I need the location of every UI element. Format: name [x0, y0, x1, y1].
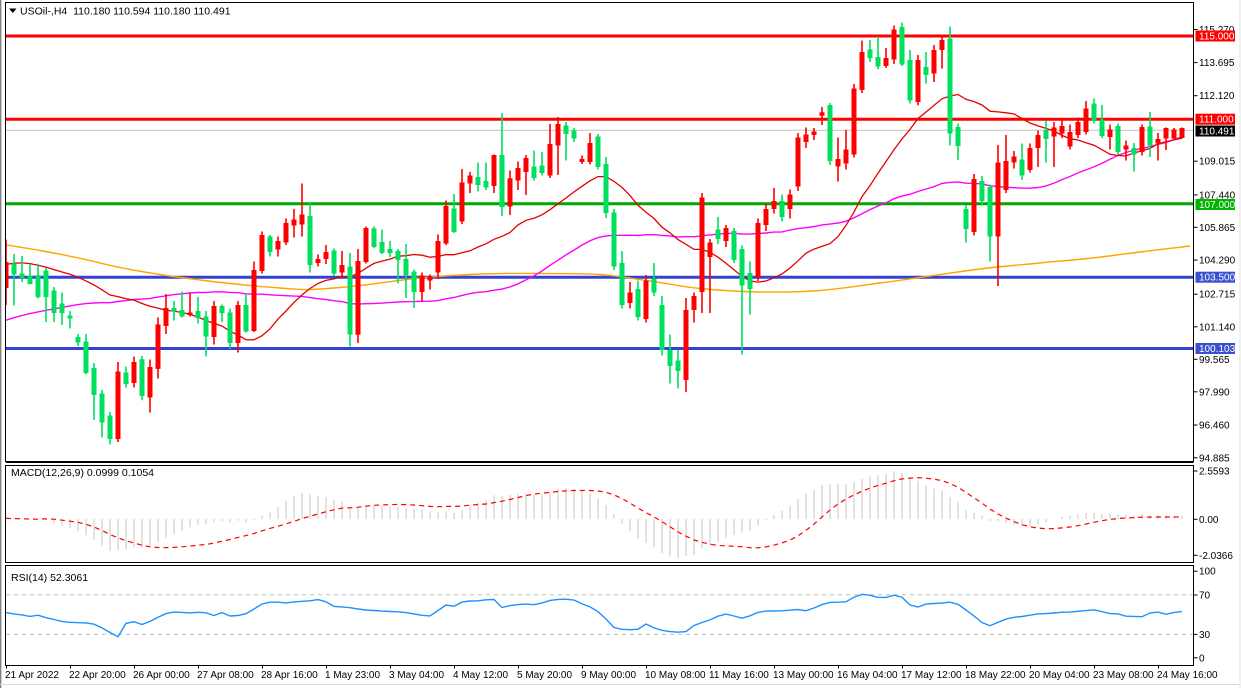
svg-text:110.491: 110.491: [1199, 127, 1235, 138]
svg-text:USOil-,H4 110.180 110.594 110: USOil-,H4 110.180 110.594 110.180 110.49…: [20, 6, 231, 18]
svg-text:107.000: 107.000: [1199, 200, 1236, 211]
svg-text:-2.0366: -2.0366: [1199, 551, 1233, 562]
svg-text:MACD(12,26,9) 0.0999 0.1054: MACD(12,26,9) 0.0999 0.1054: [11, 467, 154, 479]
svg-text:13 May 00:00: 13 May 00:00: [773, 670, 834, 681]
svg-text:109.015: 109.015: [1199, 157, 1236, 168]
svg-text:107.440: 107.440: [1199, 190, 1236, 201]
svg-text:10 May 08:00: 10 May 08:00: [645, 670, 706, 681]
svg-text:1 May 23:00: 1 May 23:00: [325, 670, 380, 681]
svg-text:94.885: 94.885: [1199, 453, 1230, 464]
svg-text:24 May 16:00: 24 May 16:00: [1157, 670, 1218, 681]
svg-text:0: 0: [1199, 653, 1205, 664]
svg-text:102.715: 102.715: [1199, 290, 1236, 301]
svg-text:96.460: 96.460: [1199, 421, 1230, 432]
svg-text:100: 100: [1199, 567, 1216, 578]
svg-text:23 May 08:00: 23 May 08:00: [1093, 670, 1154, 681]
svg-text:28 Apr 16:00: 28 Apr 16:00: [261, 670, 318, 681]
svg-text:30: 30: [1199, 630, 1211, 641]
svg-text:115.000: 115.000: [1199, 32, 1235, 43]
svg-text:27 Apr 08:00: 27 Apr 08:00: [197, 670, 254, 681]
svg-text:16 May 04:00: 16 May 04:00: [837, 670, 898, 681]
svg-text:104.290: 104.290: [1199, 256, 1236, 267]
svg-text:9 May 00:00: 9 May 00:00: [581, 670, 636, 681]
svg-text:18 May 22:00: 18 May 22:00: [965, 670, 1026, 681]
svg-text:21 Apr 2022: 21 Apr 2022: [5, 670, 59, 681]
svg-text:4 May 12:00: 4 May 12:00: [453, 670, 508, 681]
svg-text:17 May 12:00: 17 May 12:00: [901, 670, 962, 681]
svg-text:99.565: 99.565: [1199, 355, 1230, 366]
svg-text:112.120: 112.120: [1199, 91, 1235, 102]
svg-text:11 May 16:00: 11 May 16:00: [709, 670, 769, 681]
svg-text:111.000: 111.000: [1199, 115, 1234, 126]
svg-text:101.140: 101.140: [1199, 322, 1236, 333]
svg-text:70: 70: [1199, 591, 1211, 602]
svg-text:22 Apr 20:00: 22 Apr 20:00: [69, 670, 126, 681]
svg-text:RSI(14) 52.3061: RSI(14) 52.3061: [11, 572, 88, 584]
svg-text:2.5593: 2.5593: [1199, 467, 1230, 478]
svg-text:20 May 04:00: 20 May 04:00: [1029, 670, 1090, 681]
svg-text:113.695: 113.695: [1199, 58, 1235, 69]
svg-text:3 May 04:00: 3 May 04:00: [389, 670, 444, 681]
svg-text:5 May 20:00: 5 May 20:00: [517, 670, 572, 681]
svg-text:105.865: 105.865: [1199, 223, 1236, 234]
svg-text:100.103: 100.103: [1199, 344, 1236, 355]
svg-text:26 Apr 00:00: 26 Apr 00:00: [133, 670, 190, 681]
svg-text:97.990: 97.990: [1199, 387, 1230, 398]
svg-text:103.500: 103.500: [1199, 273, 1236, 284]
svg-text:0.00: 0.00: [1199, 515, 1219, 526]
